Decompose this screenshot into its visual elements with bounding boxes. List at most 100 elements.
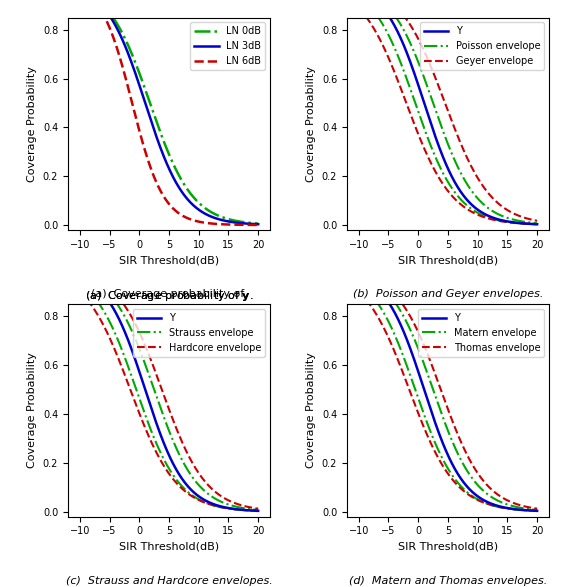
Matern envelope [534, 507, 541, 514]
Y-axis label: Coverage Probability: Coverage Probability [27, 352, 37, 468]
Line: LN 3dB: LN 3dB [80, 0, 258, 224]
Y [534, 507, 541, 514]
Text: (a)  Coverage probability of $\mathbf{y}$.: (a) Coverage probability of $\mathbf{y}$… [85, 289, 253, 303]
X-axis label: SIR Threshold(dB): SIR Threshold(dB) [398, 255, 498, 265]
X-axis label: SIR Threshold(dB): SIR Threshold(dB) [119, 255, 219, 265]
Legend: Y, Strauss envelope, Hardcore envelope: Y, Strauss envelope, Hardcore envelope [133, 309, 265, 356]
X-axis label: SIR Threshold(dB): SIR Threshold(dB) [398, 542, 498, 552]
Thomas envelope [356, 270, 363, 277]
Thomas envelope [505, 498, 512, 505]
Y [183, 481, 190, 488]
Strauss envelope [76, 271, 83, 278]
Y [76, 273, 83, 280]
Line: Matern envelope: Matern envelope [359, 275, 537, 510]
Thomas envelope [461, 447, 468, 454]
Matern envelope [356, 271, 363, 278]
Y [517, 506, 524, 513]
Y [77, 273, 84, 280]
Y [505, 505, 512, 512]
Y [465, 484, 471, 491]
Y [505, 218, 512, 225]
Strauss envelope [186, 468, 192, 475]
LN 3dB [227, 218, 234, 225]
Text: (d)  Matern and Thomas envelopes.: (d) Matern and Thomas envelopes. [349, 576, 547, 586]
Strauss envelope [255, 507, 261, 514]
Thomas envelope [355, 270, 362, 277]
Hardcore envelope [182, 446, 189, 453]
Thomas envelope [534, 505, 541, 512]
Strauss envelope [77, 271, 84, 278]
Y [238, 506, 245, 513]
Line: Y: Y [359, 0, 537, 224]
Matern envelope [355, 271, 362, 278]
Y-axis label: Coverage Probability: Coverage Probability [306, 66, 316, 182]
Geyer envelope [461, 149, 468, 156]
Y [461, 194, 468, 201]
LN 6dB [183, 214, 190, 221]
Text: (a)  Coverage probability of: (a) Coverage probability of [91, 289, 247, 299]
LN 0dB [182, 183, 189, 190]
LN 6dB [255, 221, 261, 228]
Line: LN 0dB: LN 0dB [80, 0, 258, 224]
LN 3dB [182, 193, 189, 200]
Geyer envelope [517, 213, 524, 220]
LN 3dB [255, 221, 261, 228]
LN 0dB [238, 218, 245, 225]
Legend: Y, Poisson envelope, Geyer envelope: Y, Poisson envelope, Geyer envelope [419, 22, 544, 70]
Matern envelope [517, 504, 524, 511]
Matern envelope [461, 464, 468, 471]
Matern envelope [505, 501, 512, 508]
LN 0dB [183, 184, 190, 191]
Hardcore envelope [186, 453, 192, 460]
Y [534, 221, 541, 228]
Line: Thomas envelope: Thomas envelope [359, 274, 537, 509]
LN 0dB [255, 220, 261, 227]
Hardcore envelope [183, 447, 190, 454]
LN 6dB [227, 221, 234, 228]
Poisson envelope [505, 215, 512, 222]
Y [461, 193, 468, 200]
X-axis label: SIR Threshold(dB): SIR Threshold(dB) [119, 542, 219, 552]
Y [227, 505, 234, 512]
Y [186, 484, 192, 491]
Y [461, 480, 468, 487]
Geyer envelope [465, 156, 471, 163]
Geyer envelope [505, 208, 512, 215]
Strauss envelope [238, 504, 245, 511]
Y [255, 507, 261, 514]
LN 0dB [186, 188, 192, 195]
Y [355, 273, 362, 280]
Matern envelope [461, 463, 468, 470]
LN 3dB [238, 220, 245, 227]
Geyer envelope [461, 150, 468, 157]
Y [182, 480, 189, 487]
Thomas envelope [465, 453, 471, 460]
Legend: LN 0dB, LN 3dB, LN 6dB: LN 0dB, LN 3dB, LN 6dB [190, 22, 265, 70]
Y-axis label: Coverage Probability: Coverage Probability [306, 352, 316, 468]
Hardcore envelope [238, 502, 245, 509]
Y-axis label: Coverage Probability: Coverage Probability [27, 66, 37, 182]
Line: Hardcore envelope: Hardcore envelope [80, 274, 258, 509]
Y [461, 481, 468, 488]
LN 0dB [227, 216, 234, 223]
Text: (a)  Coverage probability of $\mathbf{y}$.: (a) Coverage probability of $\mathbf{y}$… [85, 289, 253, 303]
Text: (b)  Poisson and Geyer envelopes.: (b) Poisson and Geyer envelopes. [353, 289, 543, 299]
Legend: Y, Matern envelope, Thomas envelope: Y, Matern envelope, Thomas envelope [418, 309, 544, 356]
Strauss envelope [227, 501, 234, 508]
Hardcore envelope [76, 270, 83, 277]
Geyer envelope [534, 217, 541, 224]
Line: Strauss envelope: Strauss envelope [80, 275, 258, 510]
LN 3dB [186, 197, 192, 204]
Thomas envelope [517, 502, 524, 509]
Text: (c)  Strauss and Hardcore envelopes.: (c) Strauss and Hardcore envelopes. [66, 576, 272, 586]
LN 6dB [182, 214, 189, 221]
Line: Poisson envelope: Poisson envelope [359, 0, 537, 223]
Poisson envelope [465, 182, 471, 189]
LN 3dB [183, 194, 190, 201]
Hardcore envelope [77, 270, 84, 277]
Line: Y: Y [359, 276, 537, 511]
LN 6dB [238, 221, 245, 228]
Y [356, 273, 363, 280]
Strauss envelope [183, 464, 190, 471]
Line: Geyer envelope: Geyer envelope [359, 0, 537, 221]
